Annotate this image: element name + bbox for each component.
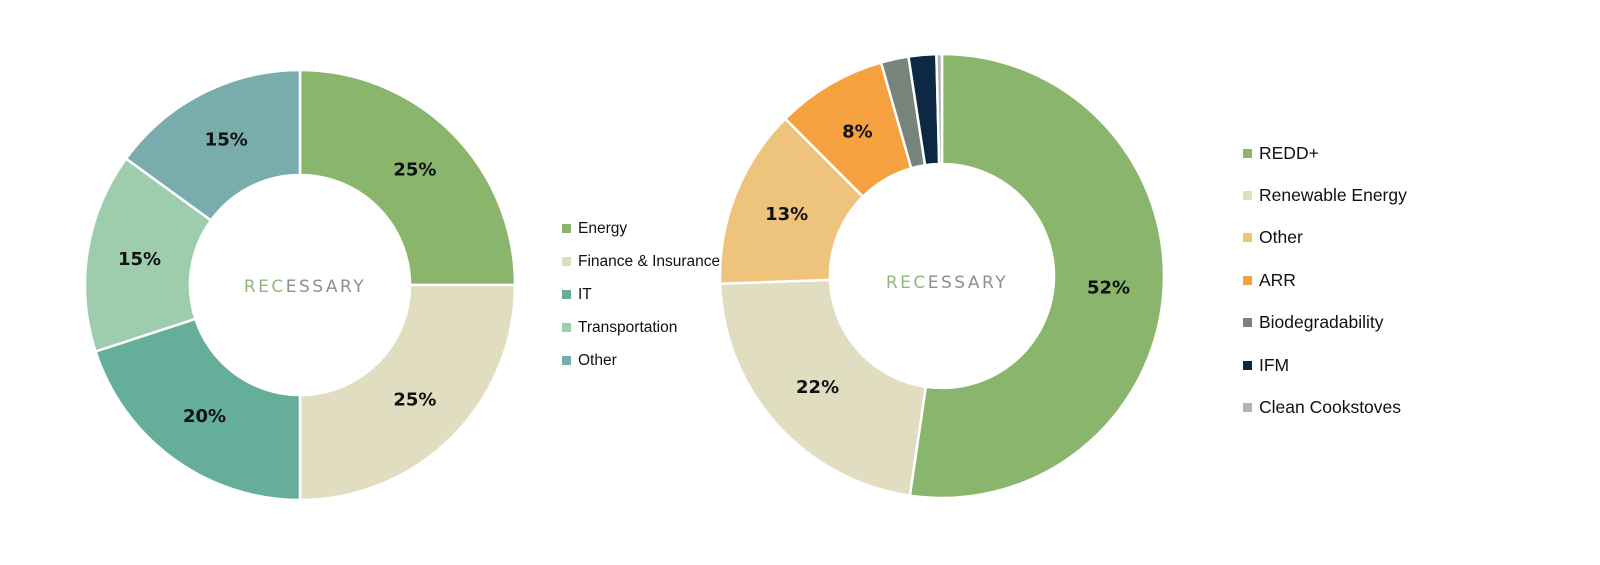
legend-sectors: Energy Finance & Insurance IT Transportatio… — [562, 212, 720, 377]
wedge-renewable-energy — [718, 278, 928, 498]
wedge-clean-cookstoves — [935, 52, 944, 166]
legend-label: Clean Cookstoves — [1259, 397, 1402, 418]
sector-wedges — [83, 68, 517, 502]
legend-label: REDD+ — [1259, 142, 1319, 163]
data-label-energy: 25% — [393, 160, 436, 181]
legend-item-finance-and-insurance: Finance & Insurance — [562, 245, 720, 278]
wedge-it — [93, 317, 302, 502]
legend-swatch — [1243, 360, 1252, 370]
data-label-it: 20% — [183, 406, 226, 427]
data-label-redd: 52% — [1087, 278, 1130, 299]
legend-item-it: IT — [562, 278, 720, 311]
legend-label: ARR — [1259, 269, 1296, 290]
data-label-renewable-energy: 22% — [796, 377, 839, 398]
donut-chart-sectors: 25% 25% 20% 15% 15% RECESSARY — [83, 68, 517, 502]
legend-item-clean-cookstoves: Clean Cookstoves — [1243, 386, 1407, 428]
watermark-prefix: REC — [244, 277, 286, 297]
wedge-redd — [908, 52, 1166, 500]
legend-item-biodegradability: Biodegradability — [1243, 302, 1407, 344]
watermark-prefix: REC — [886, 273, 928, 293]
legend-item-redd: REDD+ — [1243, 132, 1407, 174]
watermark-logo: RECESSARY — [886, 273, 1008, 293]
donut-chart-project-types: 52% 22% 13% 8% RECESSARY — [718, 52, 1166, 500]
data-label-other: 15% — [205, 130, 248, 151]
data-label-arr: 8% — [842, 121, 873, 142]
project-type-wedges — [718, 52, 1166, 500]
legend-swatch — [1243, 191, 1252, 201]
legend-item-transportation: Transportation — [562, 311, 720, 344]
legend-item-energy: Energy — [562, 212, 720, 245]
legend-label: Finance & Insurance — [578, 252, 721, 270]
legend-swatch — [1243, 148, 1252, 158]
legend-label: Energy — [578, 219, 628, 237]
project-type-data-labels: 52% 22% 13% 8% — [765, 121, 1130, 397]
legend-swatch — [1243, 403, 1252, 413]
wedge-finance-and-insurance — [298, 283, 517, 502]
legend-swatch — [562, 257, 571, 266]
legend-item-other: Other — [562, 344, 720, 377]
legend-item-other: Other — [1243, 217, 1407, 259]
legend-item-arr: ARR — [1243, 259, 1407, 301]
legend-swatch — [562, 356, 571, 365]
legend-label: Transportation — [578, 318, 678, 336]
legend-swatch — [1243, 318, 1252, 328]
legend-project-types: REDD+ Renewable Energy Other ARR Biodegradab… — [1243, 132, 1407, 429]
wedge-other — [124, 68, 302, 223]
watermark-logo: RECESSARY — [244, 277, 366, 297]
watermark-suffix: ESSARY — [286, 277, 366, 297]
data-label-finance-and-insurance: 25% — [393, 389, 436, 410]
legend-swatch — [1243, 233, 1252, 243]
data-label-other: 13% — [765, 204, 808, 225]
sector-data-labels: 25% 25% 20% 15% 15% — [118, 130, 436, 427]
legend-swatch — [562, 224, 571, 233]
legend-swatch — [562, 323, 571, 332]
legend-item-renewable-energy: Renewable Energy — [1243, 174, 1407, 216]
legend-swatch — [562, 290, 571, 299]
wedge-transportation — [83, 156, 213, 354]
legend-item-ifm: IFM — [1243, 344, 1407, 386]
data-label-transportation: 15% — [118, 249, 161, 270]
legend-label: Other — [578, 351, 617, 369]
watermark-suffix: ESSARY — [928, 273, 1008, 293]
legend-label: Biodegradability — [1259, 312, 1384, 333]
legend-label: Renewable Energy — [1259, 185, 1407, 206]
wedge-energy — [298, 68, 517, 287]
legend-swatch — [1243, 275, 1252, 285]
legend-label: IFM — [1259, 354, 1290, 375]
legend-label: Other — [1259, 227, 1303, 248]
legend-label: IT — [578, 285, 592, 303]
